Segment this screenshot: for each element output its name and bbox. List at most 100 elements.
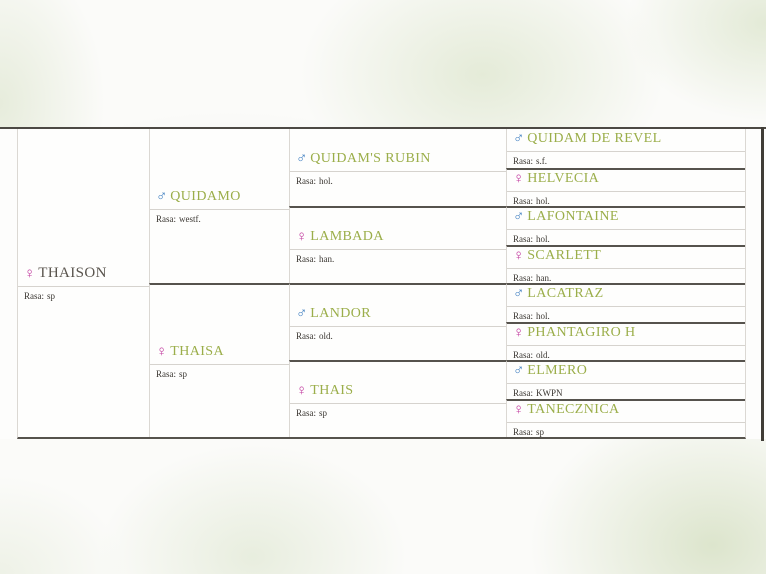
pedigree-cell-lafontaine: ♂ LAFONTAINE Rasa: hol.	[506, 206, 745, 245]
name-divider	[150, 364, 289, 365]
breed-row: Rasa: hol.	[290, 172, 506, 188]
pedigree-cell-helvecia: ♀ HELVECIA Rasa: hol.	[506, 167, 745, 206]
pedigree-cell-tanecznica: ♀ TANECZNICA Rasa: sp	[506, 398, 745, 437]
name-divider	[507, 421, 745, 423]
breed-value: old.	[536, 349, 550, 360]
breed-row: Rasa: hol.	[507, 192, 745, 206]
pedigree-cell-elmero: ♂ ELMERO Rasa: KWPN	[506, 360, 745, 399]
breed-value: sp	[179, 369, 188, 379]
breed-row: Rasa: KWPN	[507, 384, 745, 398]
breed-value: hol.	[536, 311, 550, 322]
breed-value: sp	[319, 407, 328, 418]
horse-name-link[interactable]: TANECZNICA	[527, 401, 620, 417]
breed-label: Rasa:	[296, 407, 316, 418]
breed-label: Rasa:	[296, 175, 316, 186]
horse-name-link[interactable]: THAISA	[170, 344, 224, 359]
male-icon: ♂	[513, 286, 525, 303]
horse-name: THAISON	[38, 265, 107, 281]
horse-name-link[interactable]: QUIDAM'S RUBIN	[310, 150, 431, 166]
breed-label: Rasa:	[296, 330, 316, 341]
female-icon: ♀	[513, 247, 525, 264]
breed-row: Rasa: hol.	[507, 307, 745, 321]
breed-value: sp	[536, 426, 545, 437]
breed-value: han.	[536, 272, 552, 283]
pedigree-cell-landor: ♂ LANDOR Rasa: old.	[289, 283, 506, 360]
breed-row: Rasa: westf.	[150, 210, 289, 226]
female-icon: ♀	[156, 344, 168, 360]
name-divider	[290, 170, 506, 172]
horse-name-link[interactable]: QUIDAMO	[170, 189, 241, 204]
name-divider	[507, 229, 745, 231]
female-icon: ♀	[513, 170, 525, 187]
female-icon: ♀	[296, 228, 308, 245]
name-divider	[507, 306, 745, 308]
pedigree-cell-phantagiro-h: ♀ PHANTAGIRO H Rasa: old.	[506, 321, 745, 360]
breed-row: Rasa: sp	[18, 287, 149, 303]
breed-value: hol.	[536, 234, 550, 245]
breed-row: Rasa: han.	[290, 250, 506, 266]
male-icon: ♂	[513, 363, 525, 380]
pedigree-cell-quidams-rubin: ♂ QUIDAM'S RUBIN Rasa: hol.	[289, 129, 506, 206]
breed-label: Rasa:	[513, 349, 533, 360]
female-icon: ♀	[513, 324, 525, 341]
breed-label: Rasa:	[513, 426, 533, 437]
breed-row: Rasa: sp	[150, 365, 289, 381]
name-divider	[507, 383, 745, 385]
name-divider	[150, 209, 289, 210]
breed-label: Rasa:	[296, 253, 316, 264]
male-icon: ♂	[513, 209, 525, 226]
name-divider	[507, 190, 745, 192]
breed-label: Rasa:	[156, 214, 176, 224]
male-icon: ♂	[296, 305, 308, 322]
breed-row: Rasa: sp	[290, 404, 506, 420]
name-divider	[507, 267, 745, 269]
breed-row: Rasa: han.	[507, 269, 745, 283]
pedigree-cell-thais: ♀ THAIS Rasa: sp	[289, 360, 506, 437]
horse-name-link[interactable]: HELVECIA	[527, 170, 600, 186]
name-divider	[507, 151, 745, 153]
breed-row: Rasa: old.	[507, 346, 745, 360]
name-divider	[507, 344, 745, 346]
horse-name-link[interactable]: ELMERO	[527, 363, 588, 379]
breed-label: Rasa:	[156, 369, 176, 379]
horse-name-link[interactable]: LANDOR	[310, 305, 371, 321]
name-divider	[290, 325, 506, 327]
horse-name-link[interactable]: SCARLETT	[527, 247, 602, 263]
horse-name-link[interactable]: LACATRAZ	[527, 286, 604, 302]
breed-value: KWPN	[536, 388, 563, 399]
pedigree-cell-thaison: ♀ THAISON Rasa: sp	[18, 129, 149, 437]
breed-row: Rasa: old.	[290, 327, 506, 343]
table-top-border	[0, 127, 766, 129]
female-icon: ♀	[24, 266, 36, 282]
horse-name-link[interactable]: QUIDAM DE REVEL	[527, 131, 662, 147]
pedigree-table: ♀ THAISON Rasa: sp ♂ QUIDAMO Rasa: westf. ♀ T…	[17, 129, 746, 439]
horse-name-link[interactable]: PHANTAGIRO H	[527, 324, 636, 340]
horse-name-link[interactable]: LAFONTAINE	[527, 209, 619, 225]
breed-value: hol.	[319, 175, 333, 186]
name-divider	[290, 248, 506, 250]
breed-value: old.	[319, 330, 333, 341]
breed-label: Rasa:	[513, 388, 533, 399]
breed-value: westf.	[179, 214, 201, 224]
name-divider	[18, 286, 149, 287]
breed-row: Rasa: s.f.	[507, 152, 745, 167]
name-divider	[290, 402, 506, 404]
breed-label: Rasa:	[513, 234, 533, 245]
horse-name-link[interactable]: LAMBADA	[310, 228, 384, 244]
male-icon: ♂	[156, 189, 168, 205]
breed-label: Rasa:	[513, 195, 533, 206]
breed-label: Rasa:	[513, 311, 533, 322]
page-right-border	[761, 127, 764, 441]
breed-label: Rasa:	[513, 156, 533, 167]
horse-name-link[interactable]: THAIS	[310, 382, 354, 398]
breed-row: Rasa: hol.	[507, 230, 745, 244]
breed-value: han.	[319, 253, 335, 264]
pedigree-cell-quidam-de-revel: ♂ QUIDAM DE REVEL Rasa: s.f.	[506, 129, 745, 168]
pedigree-cell-thaisa: ♀ THAISA Rasa: sp	[149, 283, 289, 437]
breed-value: sp	[47, 291, 56, 301]
pedigree-cell-lambada: ♀ LAMBADA Rasa: han.	[289, 206, 506, 283]
breed-value: s.f.	[536, 156, 547, 167]
breed-row: Rasa: sp	[507, 423, 745, 437]
female-icon: ♀	[296, 382, 308, 399]
breed-label: Rasa:	[513, 272, 533, 283]
